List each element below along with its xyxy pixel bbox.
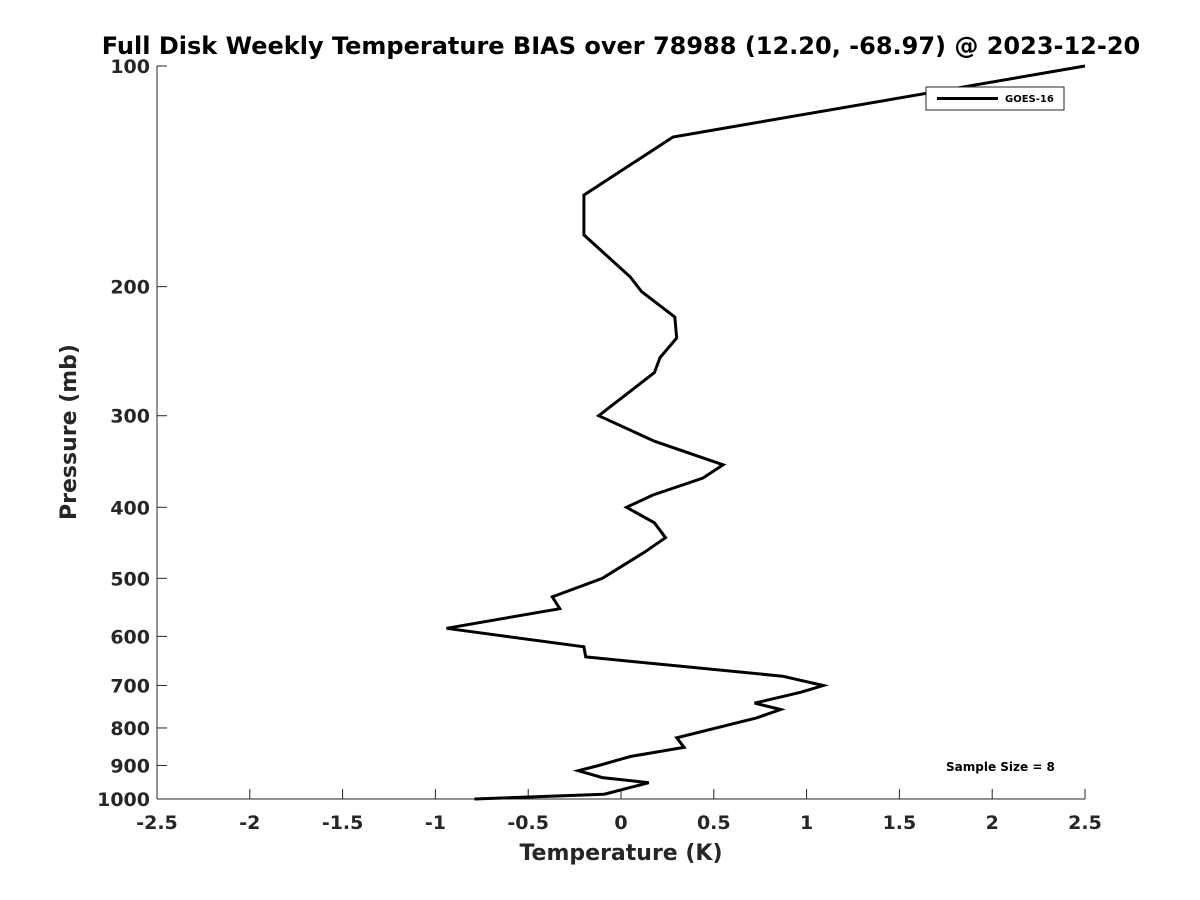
y-tick-label: 100 [110, 56, 150, 78]
y-tick-label: 200 [110, 277, 150, 299]
x-tick-label: -2.5 [136, 812, 178, 834]
chart-title: Full Disk Weekly Temperature BIAS over 7… [102, 32, 1141, 60]
y-tick-label: 300 [110, 406, 150, 428]
x-ticks: -2.5 -2 -1.5 -1 -0.5 0 0.5 1 1.5 2 2.5 [136, 789, 1102, 834]
y-tick-label: 800 [110, 718, 150, 740]
y-tick-label: 600 [110, 626, 150, 648]
x-tick-label: 1.5 [883, 812, 917, 834]
x-axis-label: Temperature (K) [519, 841, 722, 866]
y-tick-label: 1000 [97, 789, 150, 811]
y-tick-label: 700 [110, 675, 150, 697]
x-tick-label: 2 [986, 812, 999, 834]
legend: GOES-16 [925, 86, 1065, 111]
legend-entry-goes-16: GOES-16 [1005, 94, 1054, 105]
sample-size-annotation: Sample Size = 8 [946, 760, 1055, 774]
x-tick-label: -1 [425, 812, 446, 834]
x-tick-label: 0 [614, 812, 627, 834]
series-line-goes-16 [446, 64, 1086, 801]
y-tick-label: 400 [110, 497, 150, 519]
x-tick-label: -0.5 [507, 812, 549, 834]
y-tick-label: 900 [110, 755, 150, 777]
x-tick-label: -2 [239, 812, 260, 834]
x-tick-label: 2.5 [1068, 812, 1102, 834]
y-ticks: 100 200 300 400 500 600 700 800 900 1000 [97, 56, 167, 811]
x-tick-label: 0.5 [697, 812, 731, 834]
y-axis-label: Pressure (mb) [57, 344, 82, 520]
y-tick-label: 500 [110, 568, 150, 590]
x-tick-label: -1.5 [322, 812, 364, 834]
x-tick-label: 1 [800, 812, 813, 834]
